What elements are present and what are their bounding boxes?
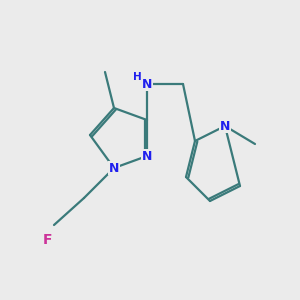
Text: N: N <box>220 119 230 133</box>
Text: N: N <box>142 149 152 163</box>
Text: H: H <box>133 71 142 82</box>
Text: N: N <box>109 161 119 175</box>
Text: N: N <box>142 77 152 91</box>
Text: F: F <box>43 233 53 247</box>
